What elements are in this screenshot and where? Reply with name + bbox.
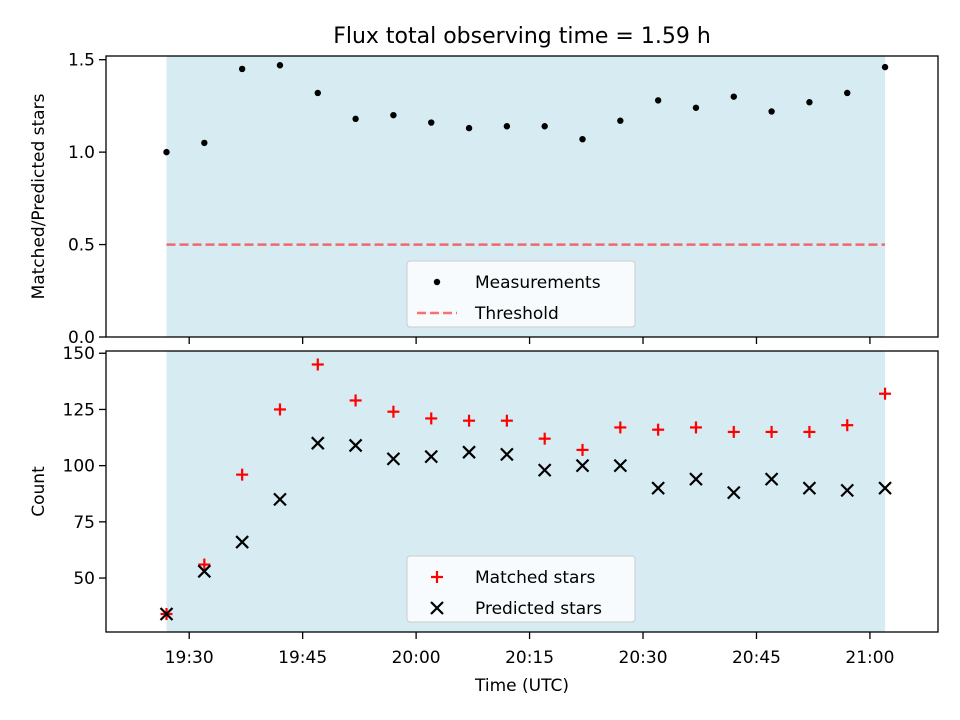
predicted-star-point <box>878 481 892 495</box>
measurement-point <box>352 115 359 123</box>
measurement-point <box>844 89 851 97</box>
panel-ratio: 0.0 0.5 1.0 1.5 Matched/Predicted stars Measu… <box>29 51 939 348</box>
y-tick-label: 150 <box>63 344 95 364</box>
x-tick-label: 19:45 <box>278 648 327 668</box>
measurement-point <box>163 148 170 156</box>
measurement-point <box>428 119 435 126</box>
matched-star-point <box>425 412 438 425</box>
predicted-star-point <box>197 564 212 579</box>
measurement-point <box>238 65 246 73</box>
matched-star-point <box>387 405 400 418</box>
matched-star-point <box>349 394 362 407</box>
predicted-star-point <box>651 481 665 495</box>
legend-matched-marker <box>431 571 443 583</box>
measurement-point <box>579 135 586 143</box>
y-axis-label: Matched/Predicted stars <box>29 93 49 299</box>
matched-star-point <box>463 414 476 427</box>
figure-title: Flux total observing time = 1.59 h <box>333 24 711 49</box>
predicted-star-point <box>462 445 476 459</box>
matched-star-point <box>841 419 854 432</box>
legend-measurement-marker <box>433 278 441 286</box>
matched-star-point <box>576 443 589 456</box>
matched-star-point <box>538 432 551 445</box>
measurement-point <box>806 99 813 106</box>
predicted-star-point <box>500 447 514 462</box>
legend-entry-label: Matched stars <box>475 568 595 588</box>
predicted-star-point <box>613 458 628 473</box>
predicted-star-point <box>311 436 325 450</box>
matched-star-point <box>765 425 778 438</box>
measurement-point <box>881 63 889 71</box>
predicted-star-point <box>235 535 249 549</box>
predicted-star-point <box>386 452 401 466</box>
x-axis-label: Time (UTC) <box>474 676 569 696</box>
measurement-point <box>617 117 624 124</box>
legend: Measurements Threshold <box>406 260 636 328</box>
matched-star-point <box>500 414 513 427</box>
axes-frame <box>105 350 939 633</box>
legend-box <box>406 260 636 328</box>
measurement-point <box>541 123 548 130</box>
axes-frame <box>105 55 939 338</box>
measurement-point <box>314 89 321 97</box>
matched-star-point <box>879 387 892 400</box>
predicted-star-point <box>764 472 779 486</box>
matched-star-point <box>803 425 816 438</box>
measurement-point <box>201 139 208 147</box>
measurement-point <box>465 124 473 132</box>
panel-counts: 50 75 100 125 150 19:30 19:45 20:00 20:15 20:30 20… <box>29 344 939 696</box>
y-tick-label: 1.5 <box>68 51 95 71</box>
measurement-point <box>654 97 662 104</box>
predicted-star-point <box>159 607 174 621</box>
legend-entry-label: Measurements <box>475 273 601 293</box>
matched-star-point <box>311 358 324 371</box>
matched-star-point <box>273 403 286 416</box>
matched-star-point <box>727 425 740 438</box>
predicted-star-point <box>802 481 817 495</box>
y-tick-label: 1.0 <box>68 143 95 163</box>
y-tick-label: 0.5 <box>68 236 95 256</box>
y-tick-label: 75 <box>73 513 95 533</box>
measurement-point <box>503 123 511 130</box>
predicted-star-point <box>348 438 363 453</box>
matched-star-point <box>198 558 211 571</box>
predicted-star-point <box>727 485 741 500</box>
x-tick-label: 21:00 <box>845 648 894 668</box>
matched-star-point <box>614 421 627 434</box>
legend-entry-label: Predicted stars <box>475 599 602 619</box>
legend: Matched stars Predicted stars <box>406 555 636 623</box>
x-tick-label: 20:45 <box>732 648 781 668</box>
x-tick-label: 20:15 <box>505 648 554 668</box>
y-tick-label: 50 <box>73 569 95 589</box>
predicted-star-point <box>575 458 590 473</box>
predicted-star-point <box>424 449 439 464</box>
predicted-star-point <box>840 483 855 498</box>
legend-entry-label: Threshold <box>474 304 559 324</box>
legend-predicted-marker <box>430 601 444 615</box>
y-tick-label: 0.0 <box>68 328 95 348</box>
legend-box <box>406 555 636 623</box>
measurement-point <box>276 62 284 69</box>
x-tick-label: 20:00 <box>392 648 441 668</box>
measurement-point <box>730 93 737 100</box>
matched-star-point <box>236 468 249 481</box>
x-tick-label: 19:30 <box>165 648 214 668</box>
y-axis-label: Count <box>29 466 49 517</box>
y-tick-label: 100 <box>63 457 95 477</box>
measurement-point <box>390 111 397 119</box>
matched-star-point <box>652 423 665 436</box>
predicted-star-point <box>273 492 287 507</box>
predicted-star-point <box>689 472 703 486</box>
measurement-point <box>768 108 775 115</box>
x-tick-label: 20:30 <box>619 648 668 668</box>
y-tick-label: 125 <box>63 400 95 420</box>
measurement-point <box>692 104 700 111</box>
matched-star-point <box>689 421 702 434</box>
predicted-star-point <box>537 463 552 477</box>
